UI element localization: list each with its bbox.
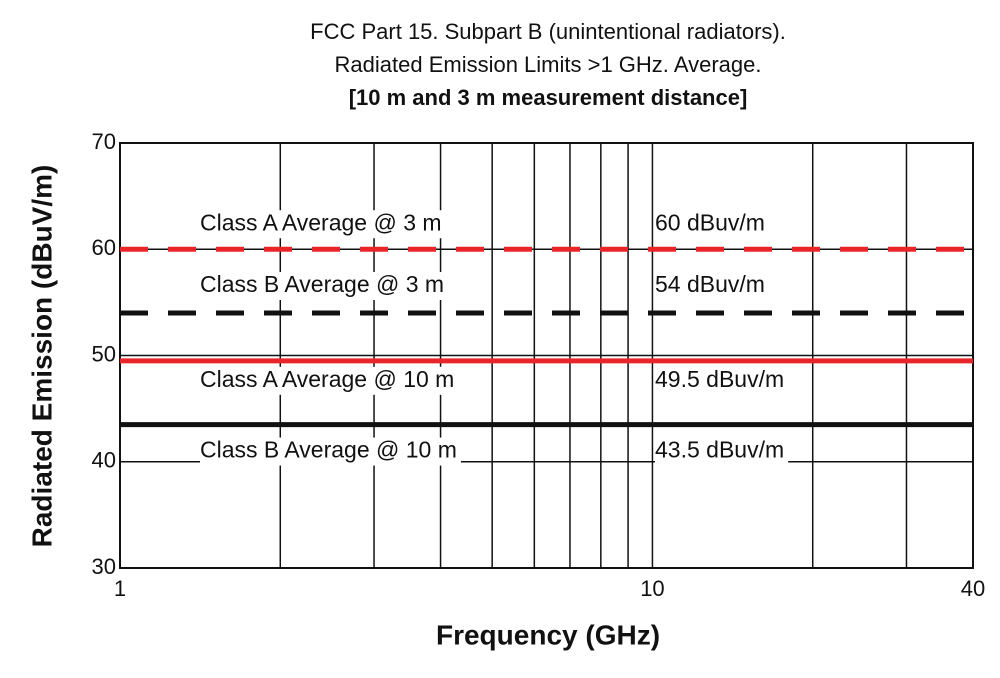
label-background xyxy=(200,272,449,300)
y-axis-label: Radiated Emission (dBuV/m) xyxy=(26,165,57,548)
series-label: Class A Average @ 3 m xyxy=(200,209,442,235)
y-tick-label: 60 xyxy=(92,235,116,260)
y-tick-label: 70 xyxy=(92,129,116,154)
series-label: Class B Average @ 10 m xyxy=(200,437,457,463)
label-background xyxy=(200,437,461,466)
series-label: Class B Average @ 3 m xyxy=(200,271,444,297)
plot-frame xyxy=(119,142,974,569)
x-tick-label: 40 xyxy=(961,576,985,601)
label-background xyxy=(655,210,769,239)
label-background xyxy=(655,437,789,466)
value-label: 49.5 dBuv/m xyxy=(655,366,784,392)
x-axis-label: Frequency (GHz) xyxy=(436,619,660,650)
x-tick-label: 1 xyxy=(114,576,126,601)
value-label: 43.5 dBuv/m xyxy=(655,437,784,463)
value-label: 60 dBuv/m xyxy=(655,209,765,235)
y-tick-label: 50 xyxy=(92,341,116,366)
y-tick-label: 40 xyxy=(92,448,116,473)
label-background xyxy=(200,210,446,239)
label-background xyxy=(655,366,789,395)
series-label: Class A Average @ 10 m xyxy=(200,366,454,392)
chart-title: [10 m and 3 m measurement distance] xyxy=(349,85,748,110)
value-label: 54 dBuv/m xyxy=(655,271,765,297)
chart-title: Radiated Emission Limits >1 GHz. Average… xyxy=(335,52,762,77)
label-background xyxy=(655,272,769,300)
x-tick-label: 10 xyxy=(640,576,664,601)
chart-title: FCC Part 15. Subpart B (unintentional ra… xyxy=(310,19,786,44)
y-tick-label: 30 xyxy=(92,554,116,579)
label-background xyxy=(200,366,459,395)
